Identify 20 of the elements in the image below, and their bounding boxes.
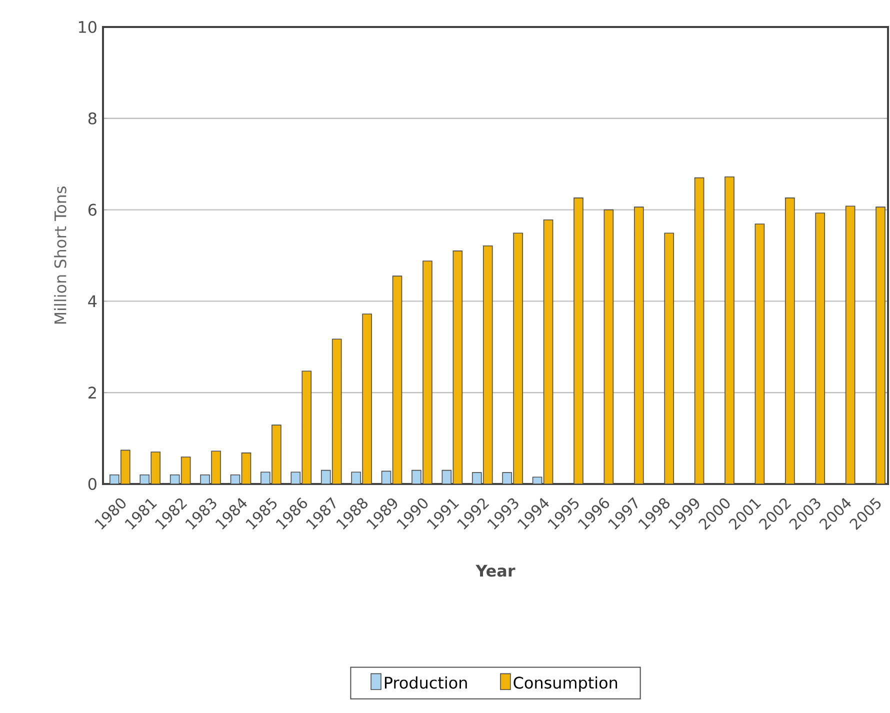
bar: [845, 206, 856, 484]
bar: [332, 338, 342, 484]
y-tick-label: 10: [78, 20, 96, 34]
x-axis-title: Year: [476, 564, 516, 577]
bar: [694, 177, 704, 484]
bar: [604, 209, 614, 484]
bar: [392, 276, 402, 484]
legend-label: Production: [384, 676, 467, 689]
y-tick-label: 8: [88, 112, 96, 124]
y-tick-label: 4: [88, 295, 97, 308]
bar: [754, 224, 765, 484]
bar: [543, 219, 554, 484]
bar: [452, 250, 463, 484]
y-tick-label: 6: [88, 204, 96, 216]
bar: [180, 456, 191, 484]
y-tick-label: 2: [88, 386, 96, 399]
bar: [241, 452, 252, 484]
legend-label: Consumption: [514, 676, 618, 692]
y-axis-title: Million Short Tons: [54, 186, 66, 324]
y-tick-label: 0: [88, 478, 96, 490]
